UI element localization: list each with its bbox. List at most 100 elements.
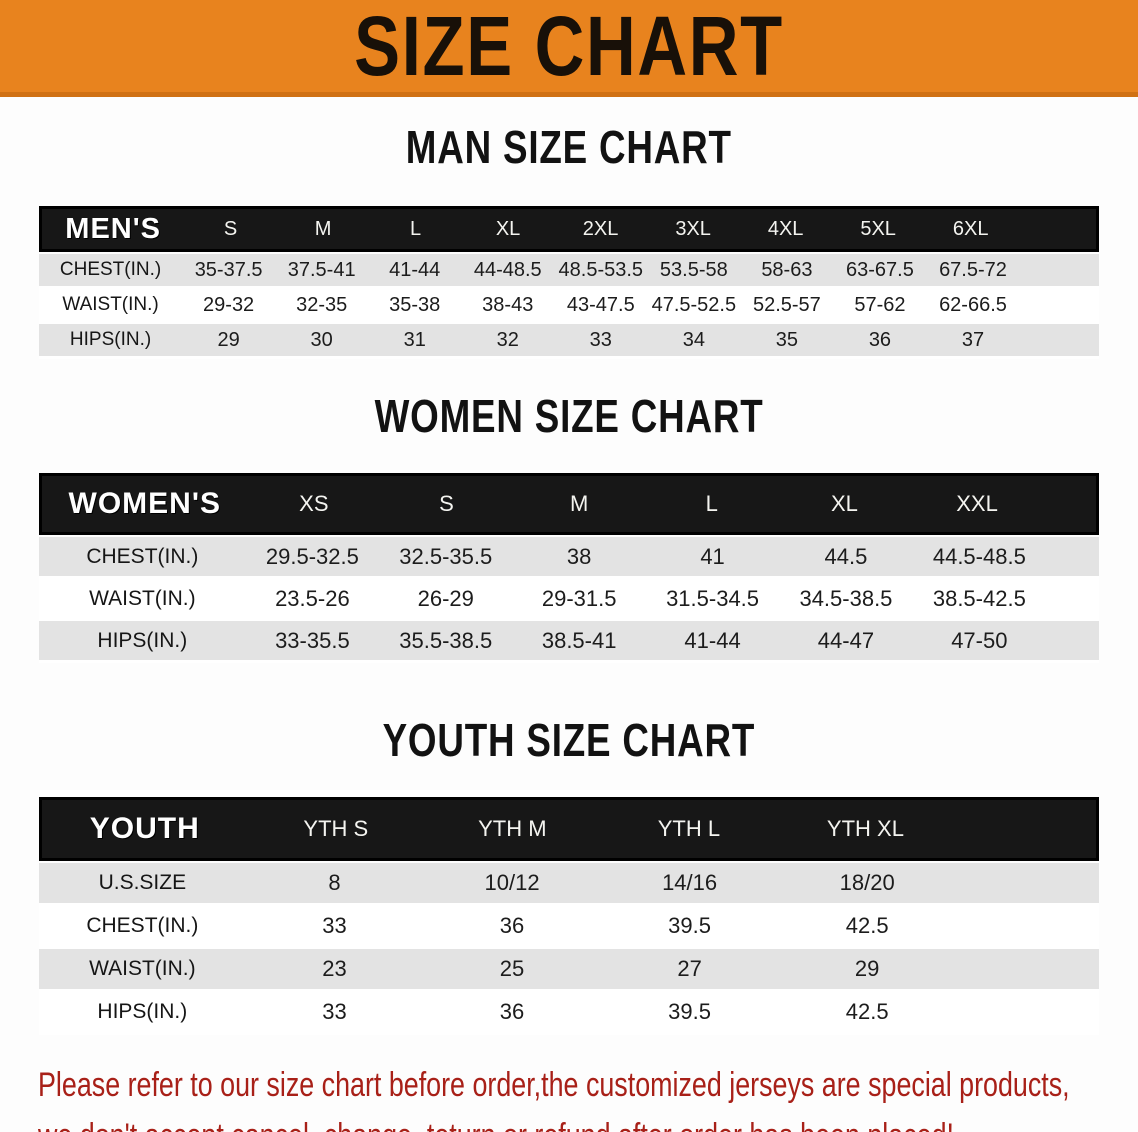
women-table-row: HIPS(IN.) 33-35.5 35.5-38.5 38.5-41 41-44 44-… <box>39 621 1099 663</box>
women-heading-text: WOMEN SIZE CHART <box>374 390 764 442</box>
men-column-header: S <box>223 217 238 240</box>
size-value: 39.5 <box>668 913 711 938</box>
youth-column-header: YTH L <box>657 816 721 841</box>
size-value: 36 <box>499 913 525 938</box>
men-column-header: M <box>314 217 332 240</box>
size-value: 33 <box>589 328 612 351</box>
youth-table-row: WAIST(IN.) 23 25 27 29 <box>39 949 1099 992</box>
men-column-header: 5XL <box>860 217 896 240</box>
size-value: 36 <box>868 328 892 351</box>
disclaimer-text-2: we don't accept cancel, change, teturn o… <box>38 1114 954 1132</box>
youth-size-section: YOUTH SIZE CHART YOUTH YTH S YTH M YTH L YTH … <box>0 716 1138 1035</box>
size-value: 26-29 <box>417 585 474 611</box>
size-value: 31 <box>403 328 426 351</box>
men-column-header: 4XL <box>767 217 804 240</box>
men-column-header: 3XL <box>675 217 711 240</box>
size-value: 37 <box>961 328 985 351</box>
size-value: 44.5 <box>824 543 868 569</box>
size-value: 29-31.5 <box>541 585 617 611</box>
row-label: HIPS(IN.) <box>97 1000 188 1023</box>
size-value: 57-62 <box>854 293 906 316</box>
row-label: U.S.SIZE <box>98 871 187 894</box>
size-value: 29.5-32.5 <box>265 543 359 569</box>
row-label: WAIST(IN.) <box>89 586 196 610</box>
size-value: 32 <box>496 328 519 351</box>
size-value: 41 <box>700 543 725 569</box>
size-value: 41-44 <box>389 258 441 281</box>
women-column-header: XL <box>830 491 858 516</box>
size-value: 42.5 <box>845 999 889 1024</box>
size-value: 48.5-53.5 <box>558 258 644 281</box>
youth-section-heading: YOUTH SIZE CHART <box>0 716 1138 773</box>
row-label: CHEST(IN.) <box>59 259 162 280</box>
size-value: 10/12 <box>484 870 540 895</box>
size-value: 27 <box>677 956 702 981</box>
size-value: 38.5-41 <box>541 627 617 653</box>
men-column-header: XL <box>495 217 521 240</box>
size-value: 37.5-41 <box>287 258 356 281</box>
row-label: HIPS(IN.) <box>97 628 188 652</box>
men-column-header: L <box>410 217 422 240</box>
youth-table-row: CHEST(IN.) 33 36 39.5 42.5 <box>39 906 1099 949</box>
women-size-table: WOMEN'S XS S M L XL XXL CHEST(IN.) 29.5-32.5 32.5… <box>39 473 1099 663</box>
size-value: 23 <box>322 956 347 981</box>
men-table-row: WAIST(IN.) 29-32 32-35 35-38 38-43 43-47.5 47.… <box>39 289 1099 324</box>
size-value: 34 <box>682 328 705 351</box>
men-size-section: MAN SIZE CHART MEN'S S M L XL 2XL 3XL 4XL 5XL 6XL C… <box>0 123 1138 359</box>
size-value: 47-50 <box>951 627 1008 653</box>
size-value: 32.5-35.5 <box>399 543 493 569</box>
youth-column-header: YTH M <box>478 816 547 841</box>
row-label: WAIST(IN.) <box>89 957 196 980</box>
size-value: 47.5-52.5 <box>651 293 737 316</box>
women-column-header: XS <box>299 491 329 516</box>
size-value: 29-32 <box>203 293 255 316</box>
size-value: 18/20 <box>839 870 895 895</box>
men-table-row: CHEST(IN.) 35-37.5 37.5-41 41-44 44-48.5 48.5… <box>39 254 1099 289</box>
disclaimer-line-2: we don't accept cancel, change, teturn o… <box>38 1114 1138 1132</box>
size-value: 42.5 <box>845 913 889 938</box>
men-heading-text: MAN SIZE CHART <box>405 121 733 173</box>
size-value: 33-35.5 <box>275 627 350 653</box>
size-value: 44-48.5 <box>473 258 542 281</box>
size-value: 38.5-42.5 <box>932 585 1026 611</box>
men-column-header: 6XL <box>952 217 989 240</box>
size-value: 31.5-34.5 <box>666 585 760 611</box>
women-table-row: WAIST(IN.) 23.5-26 26-29 29-31.5 31.5-34.5 34… <box>39 579 1099 621</box>
size-value: 52.5-57 <box>752 293 821 316</box>
women-column-header: S <box>439 491 454 516</box>
size-value: 35 <box>775 328 799 351</box>
men-table-header-row: MEN'S S M L XL 2XL 3XL 4XL 5XL 6XL <box>39 206 1099 252</box>
size-value: 53.5-58 <box>659 258 728 281</box>
row-label: HIPS(IN.) <box>69 329 152 350</box>
size-value: 43-47.5 <box>566 293 635 316</box>
youth-heading-text: YOUTH SIZE CHART <box>382 714 756 766</box>
size-value: 44-47 <box>817 627 875 653</box>
disclaimer-text-1: Please refer to our size chart before or… <box>38 1066 1070 1104</box>
youth-column-header: YTH S <box>303 816 369 841</box>
disclaimer: Please refer to our size chart before or… <box>38 1063 1138 1132</box>
size-value: 58-63 <box>761 258 813 281</box>
banner-title: SIZE CHART <box>354 0 784 93</box>
size-value: 44.5-48.5 <box>932 543 1026 569</box>
men-size-table: MEN'S S M L XL 2XL 3XL 4XL 5XL 6XL CHEST(IN.) 35-37… <box>39 206 1099 359</box>
size-value: 14/16 <box>662 870 718 895</box>
row-label: WAIST(IN.) <box>62 294 159 315</box>
size-value: 35-38 <box>389 293 441 316</box>
banner: SIZE CHART <box>0 0 1138 97</box>
size-value: 33 <box>322 913 347 938</box>
youth-size-table: YOUTH YTH S YTH M YTH L YTH XL U.S.SIZE 8 10/12… <box>39 797 1099 1035</box>
size-value: 29 <box>854 956 880 981</box>
size-value: 35-37.5 <box>194 258 263 281</box>
size-value: 41-44 <box>684 627 741 653</box>
size-value: 39.5 <box>668 999 711 1024</box>
men-column-header: 2XL <box>582 217 619 240</box>
size-value: 29 <box>217 328 240 351</box>
women-corner-label: WOMEN'S <box>68 487 221 520</box>
women-table-header-row: WOMEN'S XS S M L XL XXL <box>39 473 1099 535</box>
women-column-header: XXL <box>956 491 998 516</box>
size-value: 67.5-72 <box>939 258 1007 281</box>
men-corner-label: MEN'S <box>65 212 161 245</box>
women-column-header: M <box>569 491 589 516</box>
men-table-row: HIPS(IN.) 29 30 31 32 33 34 35 36 37 <box>39 324 1099 359</box>
